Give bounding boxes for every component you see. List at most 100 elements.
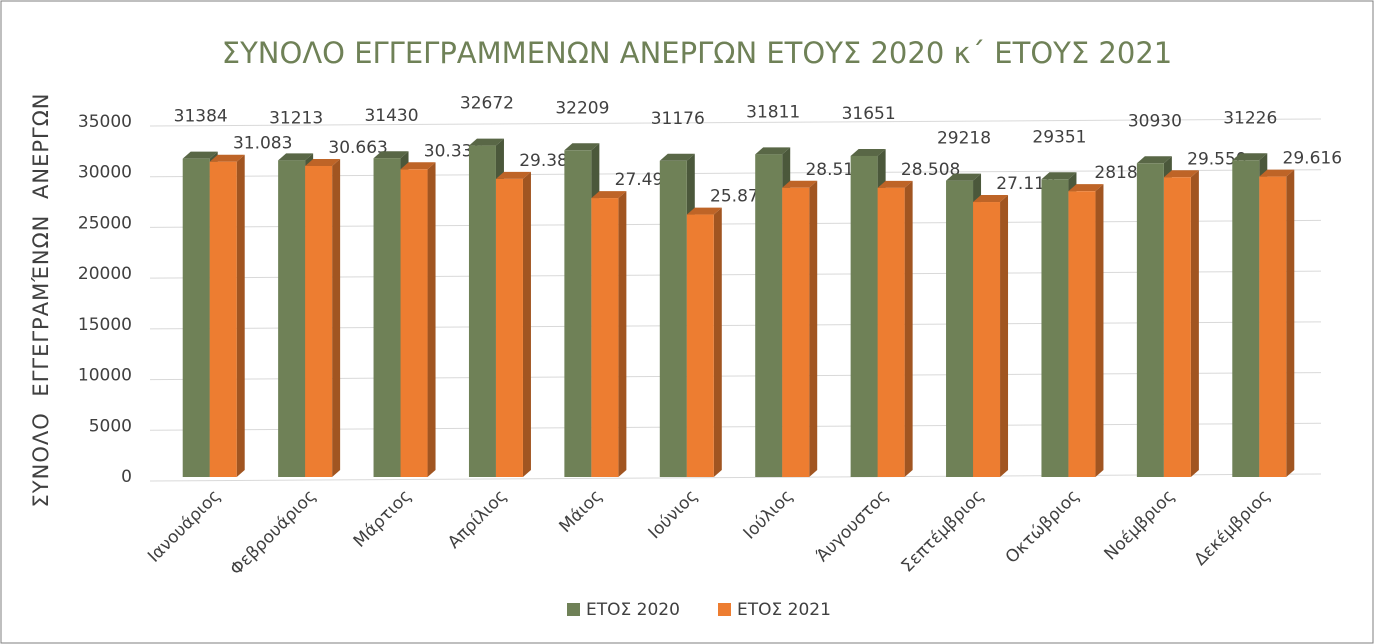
bar-top [1232,153,1268,161]
bar-side [1095,184,1104,477]
data-label: 31430 [364,106,418,126]
y-tick-label: 35000 [78,112,132,132]
legend-label: ΕΤΟΣ 2021 [737,600,831,620]
data-label: 31226 [1223,108,1277,128]
data-label: 29218 [937,129,991,149]
data-label: 31651 [842,104,896,124]
bar [1041,179,1069,477]
data-label: 29.389 [519,151,578,171]
bar-top [564,143,600,151]
bar [182,158,210,477]
grid-line [149,270,1322,279]
bar [1163,177,1191,477]
bar-top [209,154,245,162]
bar-top [305,158,341,166]
bar-top [659,153,695,161]
bar-top [686,207,722,215]
bar-side [1190,170,1199,477]
bar [468,145,496,478]
bar [495,178,523,478]
data-label: 28.508 [901,160,960,180]
bar [659,160,687,477]
bar-top [1259,169,1295,177]
bar-top [1163,170,1199,178]
data-label: 31811 [746,102,800,122]
bar-top [877,180,913,188]
data-label: 29351 [1032,127,1086,147]
legend-swatch [718,603,731,616]
bar-top [1136,156,1172,164]
bar [850,155,878,477]
data-label: 29.616 [1283,149,1342,169]
y-tick-label: 5000 [89,416,132,436]
y-tick-label: 30000 [78,163,132,183]
bar [755,154,783,477]
bar-top [850,148,886,156]
chart-title: ΣΥΝΟΛΟ ΕΓΓΕΓΡΑΜΜΕΝΩΝ ΑΝΕΡΓΩΝ ΕΤΟΥΣ 2020 … [222,36,1172,70]
data-label: 28.516 [805,160,864,180]
data-label: 31213 [269,108,323,128]
data-label: 31384 [174,107,228,127]
data-label: 25.873 [710,187,769,207]
bar [564,150,592,477]
grid-line [149,422,1322,431]
bar-top [468,138,504,146]
data-label: 30.663 [328,138,387,158]
data-label: 31.083 [233,134,292,154]
bar [973,202,1001,477]
bar [877,187,905,478]
bar [1068,191,1096,477]
bar [946,180,974,477]
bar-side [618,191,627,477]
bar-top [1068,184,1104,192]
bar [1232,160,1260,477]
bar [209,161,237,478]
grid-line [149,118,1322,127]
data-label: 30930 [1128,111,1182,131]
bar-side [1286,169,1295,478]
data-label: 27.498 [615,170,674,190]
bar [278,160,306,477]
bar [305,165,333,478]
bar-side [809,180,818,477]
bar-side [427,162,436,478]
bar [782,187,810,477]
bar-top [373,151,409,159]
bar-side [904,180,913,478]
bar-side [713,207,722,477]
grid-line [149,219,1322,228]
bar [1259,176,1287,478]
bar [400,169,428,478]
data-label: 27.110 [996,174,1055,194]
grid-line [149,473,1322,482]
data-label: 31176 [651,109,705,129]
data-label: 30.336 [424,141,483,161]
y-tick-label: 15000 [78,315,132,335]
y-tick-label: 20000 [78,264,132,284]
bar-side [332,158,341,478]
bar-top [973,195,1009,203]
bar-top [591,191,627,199]
bar-side [1000,195,1009,477]
bar [1136,163,1164,477]
y-tick-label: 10000 [78,366,132,386]
bar-top [278,153,314,161]
data-label: 32672 [460,94,514,114]
bar-top [782,180,818,188]
bar-top [1041,172,1077,180]
bar-top [755,147,791,155]
bar-top [182,151,218,159]
grid-line [149,372,1322,381]
data-label: 32209 [555,98,609,118]
bar-side [522,171,531,478]
bar-top [946,173,982,181]
bar-side [236,154,245,478]
y-tick-label: 0 [121,467,132,487]
bar-top [495,171,531,179]
bar-top [400,162,436,170]
data-label: 28180 [1094,163,1148,183]
legend-label: ΕΤΟΣ 2020 [586,600,680,620]
bar [686,214,714,477]
legend-swatch [567,603,580,616]
